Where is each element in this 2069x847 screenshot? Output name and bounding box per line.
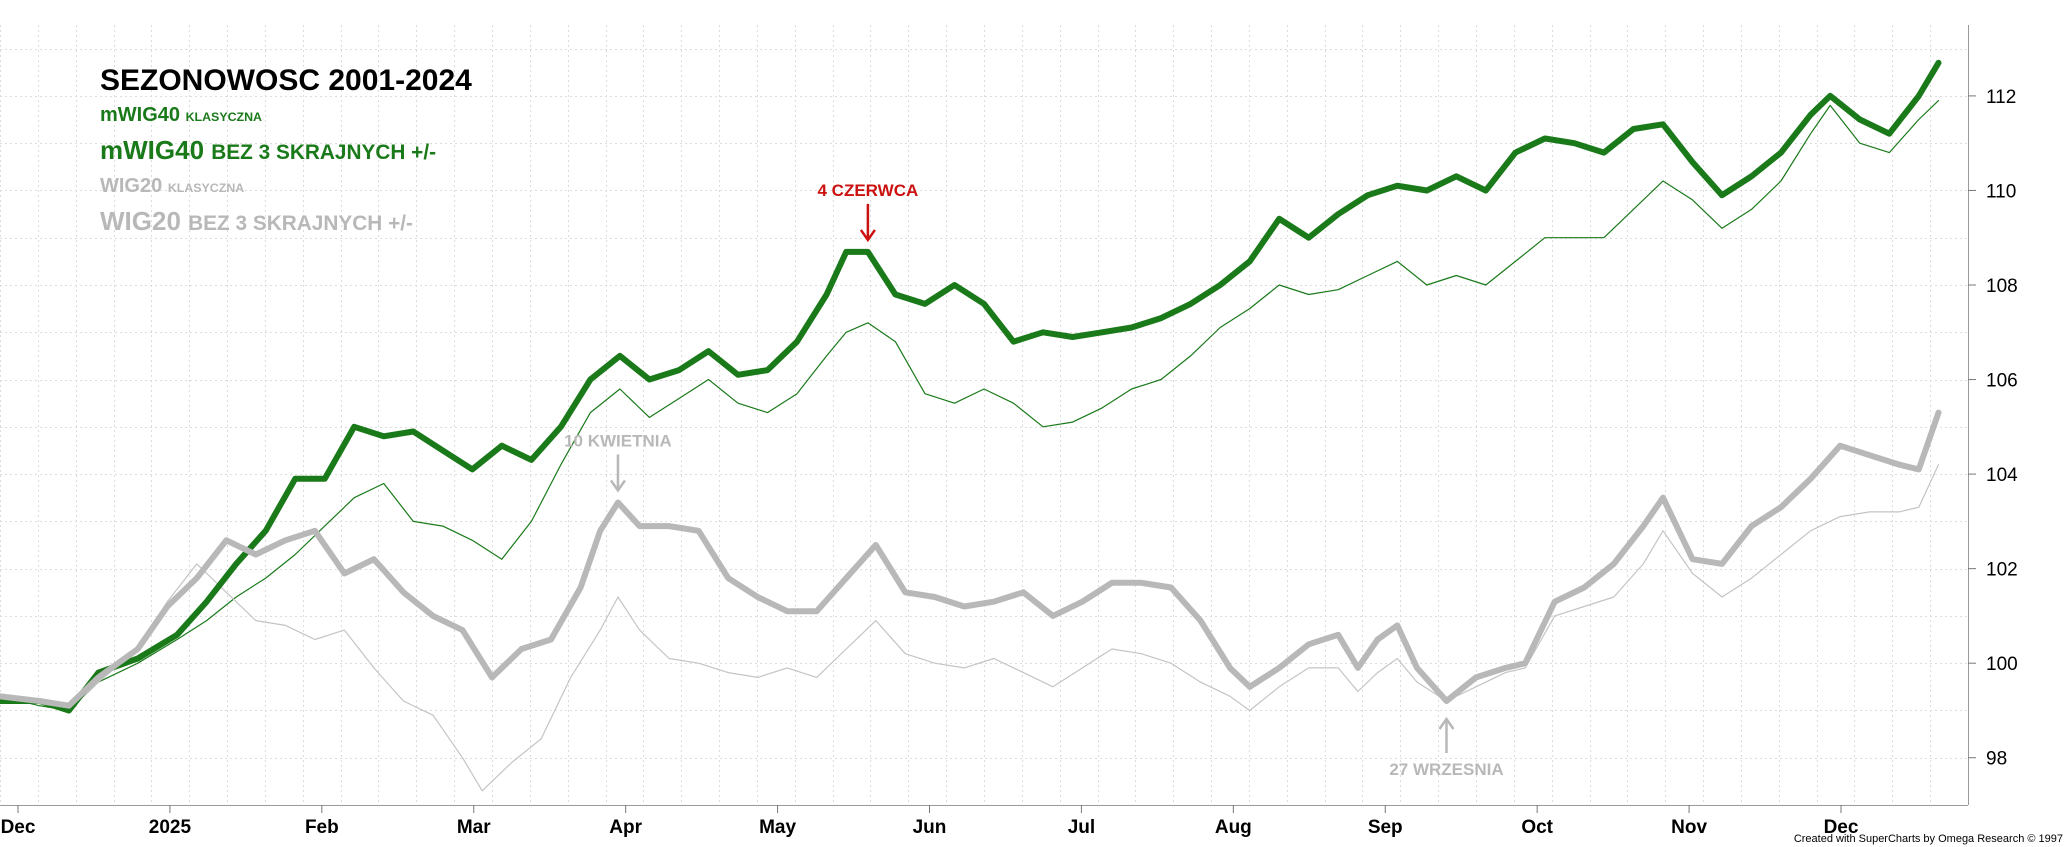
y-tick-label: 112 [1986,87,2016,108]
legend: SEZONOWOSC 2001-2024 mWIG40 KLASYCZNA mW… [100,62,472,242]
legend-item-wig20-classic: WIG20 KLASYCZNA [100,171,472,203]
legend-sub: KLASYCZNA [167,181,245,195]
legend-main: mWIG40 [100,135,205,165]
legend-item-mwig40-trimmed: mWIG40 BEZ 3 SKRAJNYCH +/- [100,132,472,171]
x-tick-label: May [759,817,796,838]
x-tick-label: Nov [1671,817,1707,838]
x-tick-label: Jun [913,817,947,838]
legend-main: WIG20 [100,206,181,236]
legend-sub: KLASYCZNA [185,110,263,124]
annotation-label: 27 WRZESNIA [1389,760,1503,779]
series-line-wig20-klasyczna [0,464,1940,792]
legend-sub: BEZ 3 SKRAJNYCH +/- [188,212,413,235]
x-tick-label: Aug [1215,817,1252,838]
annotations: 4 CZERWCA 10 KWIETNIA 27 WRZESNIA [564,181,1504,779]
series-line-mwig40-klasyczna [0,100,1940,712]
series-line-mwig40-bez-3-skrajnych- [0,59,1942,714]
annotation-label: 10 KWIETNIA [564,431,672,450]
y-tick-label: 102 [1986,560,2018,581]
axes: 98 100 102 104 106 108 110 112 Dec 2025 Feb Mar Apr M… [0,25,2018,838]
x-tick-label: Jul [1068,817,1095,838]
legend-main: mWIG40 [100,104,181,126]
legend-item-mwig40-classic: mWIG40 KLASYCZNA [100,100,472,132]
y-tick-label: 98 [1986,749,2007,770]
annotation-label: 4 CZERWCA [818,181,919,200]
chart-title: SEZONOWOSC 2001-2024 [100,64,472,97]
x-tick-label: Oct [1521,817,1553,838]
credit-text: Created with SuperCharts by Omega Resear… [1793,833,2063,845]
legend-sub: BEZ 3 SKRAJNYCH +/- [211,141,437,164]
legend-item-wig20-trimmed: WIG20 BEZ 3 SKRAJNYCH +/- [100,203,472,242]
annotation-arrowhead [859,229,876,243]
legend-main: WIG20 [100,175,163,197]
x-tick-label: Dec [1,817,36,838]
x-tick-label: Mar [457,817,491,838]
x-tick-label: Sep [1368,817,1403,838]
x-tick-label: Dec [1824,817,1859,838]
y-tick-label: 104 [1986,465,2018,486]
x-tick-label: 2025 [149,817,192,838]
x-tick-label: Apr [609,817,642,838]
annotation-arrowhead [609,479,626,493]
y-tick-label: 108 [1986,276,2018,297]
series-line-wig20-bez-3-skrajnych- [0,409,1942,709]
y-tick-label: 100 [1986,654,2018,675]
annotation-arrowhead [1438,716,1455,730]
y-tick-label: 106 [1986,371,2018,392]
y-tick-label: 110 [1986,181,2016,202]
x-tick-label: Feb [305,817,339,838]
series-lines [0,59,1942,792]
